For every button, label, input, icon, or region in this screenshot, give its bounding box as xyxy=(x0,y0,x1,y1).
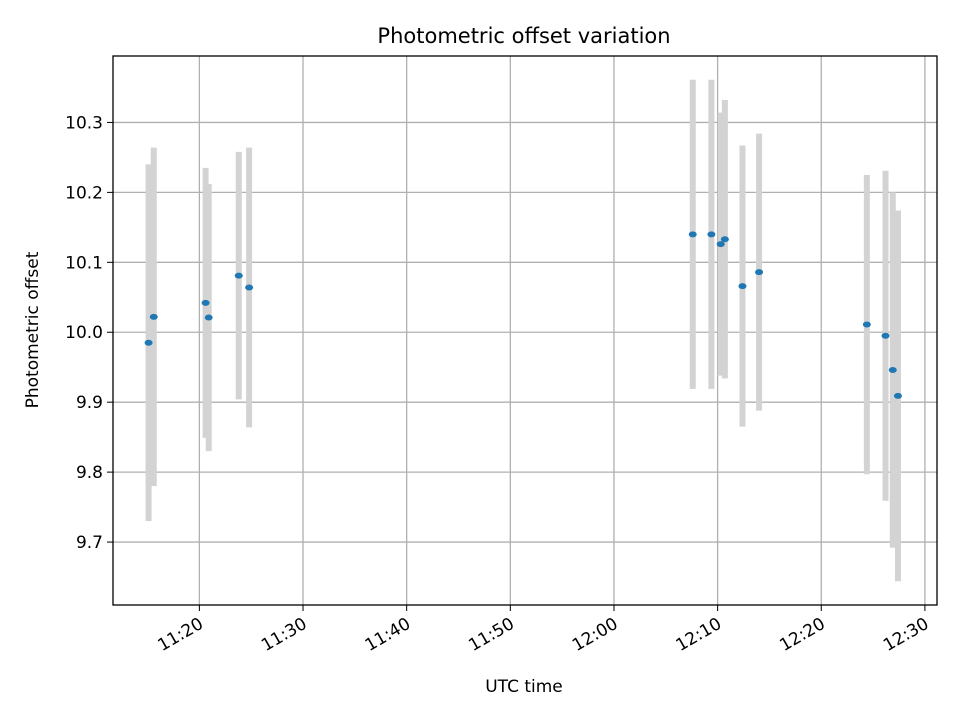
x-tick-label-1: 11:30 xyxy=(258,614,310,656)
data-point-5 xyxy=(245,284,254,291)
x-axis: 11:20 11:30 11:40 11:50 12:00 12:10 12:20 12:30 xyxy=(154,605,932,656)
data-point-11 xyxy=(755,269,764,276)
data-point-12 xyxy=(862,321,871,328)
x-tick-label-7: 12:30 xyxy=(880,614,932,656)
y-tick-label-0: 9.7 xyxy=(76,533,103,553)
y-tick-label-2: 9.9 xyxy=(76,393,103,413)
data-point-9 xyxy=(720,236,729,243)
data-point-0 xyxy=(144,339,153,346)
data-point-3 xyxy=(204,314,213,321)
data-point-14 xyxy=(888,367,897,374)
y-tick-label-1: 9.8 xyxy=(76,463,103,483)
data-point-6 xyxy=(688,231,697,238)
x-tick-label-6: 12:20 xyxy=(776,614,828,656)
chart-title: Photometric offset variation xyxy=(377,24,670,48)
data-point-4 xyxy=(234,272,243,279)
y-tick-label-3: 10.0 xyxy=(65,323,103,343)
x-tick-label-3: 11:50 xyxy=(465,614,517,656)
data-point-15 xyxy=(893,392,902,399)
x-tick-label-2: 11:40 xyxy=(362,614,414,656)
data-point-10 xyxy=(738,283,747,290)
error-bars xyxy=(145,79,901,582)
x-tick-label-4: 12:00 xyxy=(569,614,621,656)
y-tick-label-4: 10.1 xyxy=(65,253,103,273)
y-tick-label-5: 10.2 xyxy=(65,183,103,203)
data-points xyxy=(144,231,902,399)
data-point-7 xyxy=(707,231,716,238)
y-axis-label: Photometric offset xyxy=(23,251,43,408)
x-tick-label-5: 12:10 xyxy=(673,614,725,656)
y-axis: 9.7 9.8 9.9 10.0 10.1 10.2 10.3 xyxy=(65,113,113,553)
data-point-8 xyxy=(716,241,725,248)
data-point-13 xyxy=(881,332,890,339)
x-axis-label: UTC time xyxy=(485,677,563,697)
x-tick-label-0: 11:20 xyxy=(154,614,206,656)
data-point-2 xyxy=(201,299,210,306)
y-tick-label-6: 10.3 xyxy=(65,113,103,133)
plot-frame xyxy=(112,55,938,606)
data-point-1 xyxy=(149,313,158,320)
